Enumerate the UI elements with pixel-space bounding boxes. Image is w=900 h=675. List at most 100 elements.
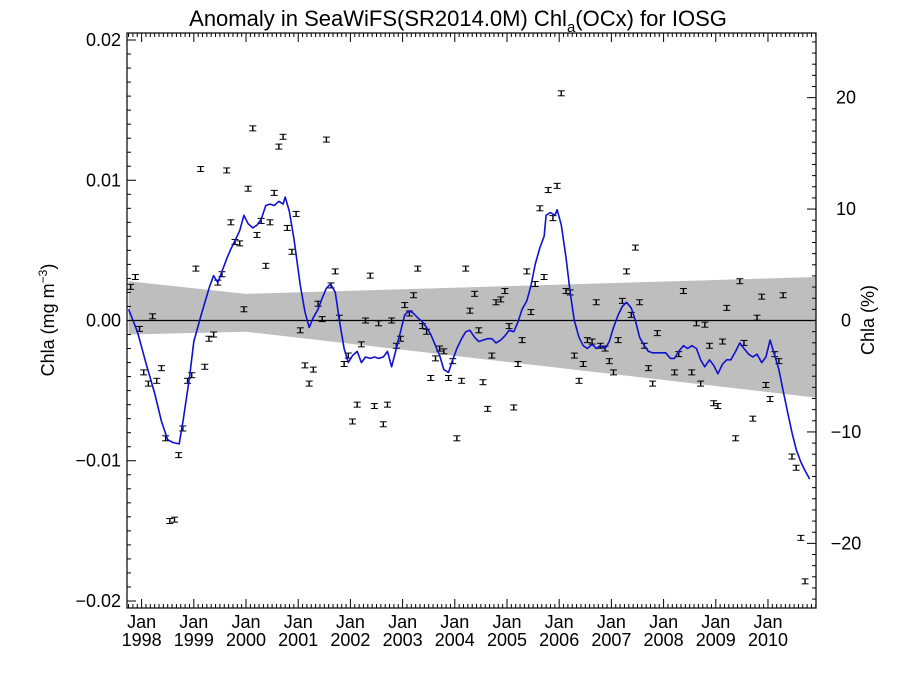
data-point <box>531 281 539 288</box>
data-point <box>605 358 613 365</box>
data-point <box>210 331 218 338</box>
data-point <box>253 231 261 238</box>
data-point <box>379 421 387 428</box>
data-point <box>671 369 679 376</box>
x-tick-label-month: Jan <box>179 612 208 632</box>
data-point <box>719 338 727 345</box>
data-point <box>453 435 461 442</box>
x-tick-label-month: Jan <box>597 612 626 632</box>
data-point <box>227 219 235 226</box>
data-point <box>505 323 513 330</box>
data-point <box>127 283 135 290</box>
confidence-band <box>128 277 816 398</box>
x-tick-label-year: 1998 <box>122 630 162 650</box>
data-point <box>701 321 709 328</box>
data-point <box>510 404 518 411</box>
data-point <box>679 288 687 295</box>
data-point <box>523 268 531 275</box>
data-point <box>562 288 570 295</box>
data-point <box>649 380 657 387</box>
data-point <box>223 167 231 174</box>
y-left-tick-label: 0.01 <box>86 170 121 190</box>
data-point <box>414 265 422 272</box>
data-point <box>706 342 714 349</box>
y-right-tick-label: 0 <box>841 311 851 331</box>
y-left-tick-label: 0.00 <box>86 311 121 331</box>
data-point <box>266 219 274 226</box>
x-tick-label-year: 2010 <box>748 630 788 650</box>
y-right-tick-label: −10 <box>831 422 862 442</box>
data-point <box>418 323 426 330</box>
data-point <box>636 299 644 306</box>
x-tick-label-month: Jan <box>127 612 156 632</box>
data-point <box>292 210 300 217</box>
data-point <box>688 369 696 376</box>
x-tick-label-year: 2003 <box>383 630 423 650</box>
data-point <box>423 328 431 335</box>
data-point <box>779 292 787 299</box>
x-tick-label-month: Jan <box>545 612 574 632</box>
data-point <box>479 379 487 386</box>
data-point <box>445 375 453 381</box>
data-point <box>501 288 509 295</box>
chart-title-suffix: (OCx) for IOSG <box>575 6 727 31</box>
data-point <box>309 366 317 373</box>
x-tick-label-year: 2006 <box>539 630 579 650</box>
data-point <box>570 352 578 359</box>
data-point <box>575 377 583 384</box>
data-point <box>697 380 705 387</box>
data-point <box>288 248 296 255</box>
data-point <box>736 278 744 285</box>
data-point <box>488 352 496 359</box>
chart-title-subscript: a <box>567 19 576 36</box>
data-point <box>801 578 809 585</box>
x-tick-label-month: Jan <box>701 612 730 632</box>
x-tick-label-month: Jan <box>336 612 365 632</box>
data-point <box>440 348 448 355</box>
data-point <box>275 143 283 150</box>
data-point <box>322 136 330 143</box>
data-point <box>340 360 348 367</box>
data-point <box>375 320 383 327</box>
y-axis-right-title: Chla (%) <box>858 285 878 355</box>
data-point <box>544 187 552 194</box>
x-tick-label-year: 2009 <box>696 630 736 650</box>
x-tick-label-month: Jan <box>440 612 469 632</box>
data-point <box>305 380 313 387</box>
data-point <box>557 90 565 97</box>
axes: Jan1998Jan1999Jan2000Jan2001Jan2002Jan20… <box>75 30 861 650</box>
y-right-tick-label: 20 <box>836 88 856 108</box>
data-point <box>466 307 474 314</box>
data-point <box>497 296 505 303</box>
data-point <box>723 304 731 311</box>
data-point <box>175 452 183 459</box>
data-point <box>792 464 800 471</box>
data-point <box>170 516 178 523</box>
data-point <box>201 363 209 370</box>
data-point <box>549 215 557 222</box>
data-point <box>762 382 770 389</box>
data-point <box>283 224 291 231</box>
data-point <box>631 244 639 251</box>
data-point <box>149 313 157 320</box>
data-point <box>758 293 766 300</box>
data-point <box>766 396 774 403</box>
data-point <box>475 327 483 334</box>
x-tick-label-month: Jan <box>492 612 521 632</box>
y-right-tick-label: 10 <box>836 199 856 219</box>
plot-area <box>127 90 816 585</box>
data-point <box>318 316 326 323</box>
data-point <box>383 401 391 408</box>
data-point <box>540 274 548 281</box>
data-point <box>788 453 796 460</box>
data-point <box>331 268 339 275</box>
x-tick-label-month: Jan <box>284 612 313 632</box>
data-point <box>348 418 356 425</box>
data-point <box>357 341 365 348</box>
data-point <box>249 125 257 132</box>
data-point <box>353 401 361 408</box>
x-tick-label-month: Jan <box>753 612 782 632</box>
data-point <box>197 166 205 173</box>
data-point <box>553 182 561 189</box>
